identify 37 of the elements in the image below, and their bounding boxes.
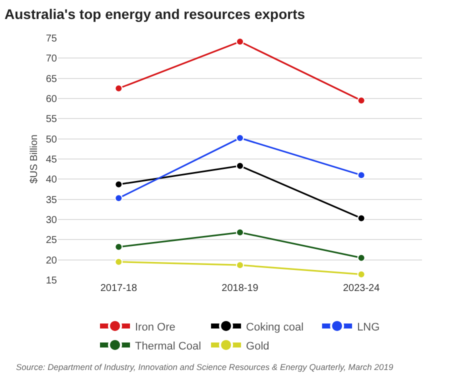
- y-tick-label: 60: [46, 94, 58, 105]
- source-note: Source: Department of Industry, Innovation and Science Resources & Energy Quarterly, March 2019: [16, 362, 394, 372]
- legend-label: Iron Ore: [135, 321, 176, 334]
- y-tick-label: 40: [46, 174, 58, 186]
- point: [114, 258, 123, 266]
- y-tick-label: 50: [46, 134, 58, 146]
- y-tick-label: 20: [46, 255, 58, 266]
- point: [357, 214, 366, 222]
- x-tick-label: 2023-24: [342, 283, 380, 294]
- legend-label: LNG: [357, 321, 380, 334]
- y-axis-title: $US Billion: [28, 134, 40, 184]
- y-tick-label: 65: [46, 74, 58, 85]
- x-tick-label: 2018-19: [222, 283, 259, 294]
- y-tick-label: 30: [46, 215, 58, 226]
- y-tick-label: 75: [46, 34, 58, 44]
- point: [236, 162, 244, 170]
- point: [114, 194, 123, 202]
- y-tick-label: 55: [46, 114, 58, 126]
- point: [357, 254, 366, 262]
- legend-label: Coking coal: [246, 321, 304, 334]
- point: [114, 180, 123, 188]
- point: [236, 228, 244, 236]
- y-tick-label: 35: [46, 194, 58, 206]
- legend-label: Thermal Coal: [135, 340, 202, 352]
- point: [236, 261, 244, 270]
- point: [357, 171, 366, 180]
- legend-label: Gold: [246, 340, 270, 352]
- y-tick-label: 70: [46, 54, 58, 65]
- x-tick-label: 2017-18: [100, 283, 138, 294]
- y-tick-label: 25: [46, 235, 58, 246]
- point: [236, 38, 244, 46]
- point: [114, 242, 123, 251]
- point: [357, 270, 366, 278]
- y-tick-label: 15: [46, 276, 58, 286]
- chart-title: Australia's top energy and resources exports: [4, 6, 306, 22]
- point: [114, 84, 123, 92]
- y-tick-label: 45: [46, 154, 58, 166]
